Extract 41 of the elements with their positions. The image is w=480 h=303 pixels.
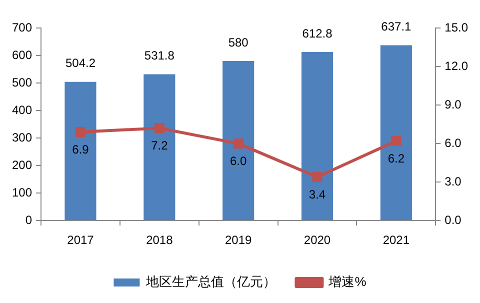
x-tick-label: 2017	[67, 233, 94, 248]
y-tick-label: 500	[12, 75, 32, 90]
bar	[380, 45, 412, 220]
data-label: 580	[228, 35, 249, 50]
x-tick-label: 2020	[304, 233, 331, 248]
y-tick-label: 200	[12, 158, 32, 172]
x-tick-label: 2018	[146, 233, 174, 248]
point	[312, 172, 322, 182]
data-label: 504.2	[65, 56, 96, 70]
y2-tick-label: 6.0	[444, 136, 462, 150]
point	[154, 123, 164, 134]
x-tick-label: 2021	[382, 233, 410, 248]
data-label: 612.8	[302, 26, 333, 40]
y2-tick-label: 9.0	[444, 97, 462, 112]
y-tick-label: 400	[12, 102, 32, 117]
bar	[64, 82, 96, 220]
point	[75, 126, 86, 138]
y2-tick-label: 0.0	[444, 212, 462, 227]
y2-tick-label: 3.0	[444, 174, 462, 188]
x-tick-label: 2019	[224, 233, 252, 248]
data-label: 6.0	[230, 154, 247, 168]
y-tick-label: 600	[12, 48, 32, 62]
y-tick-label: 100	[12, 185, 32, 200]
bar	[144, 74, 176, 220]
point	[233, 138, 244, 149]
data-label: 6.2	[388, 151, 405, 166]
legend-label: 地区生产总值（亿元）	[145, 274, 276, 290]
y-tick-label: 300	[12, 130, 32, 144]
data-label: 7.2	[151, 138, 168, 152]
data-label: 637.1	[381, 20, 412, 34]
y-tick-label: 0	[25, 212, 32, 227]
y2-tick-label: 12.0	[444, 58, 468, 73]
legend-label: 增速%	[328, 274, 367, 290]
y-tick-label: 700	[12, 20, 32, 34]
data-label: 6.9	[72, 142, 90, 156]
data-label: 3.4	[308, 187, 326, 202]
bar	[301, 52, 334, 220]
y2-tick-label: 15.0	[444, 20, 468, 34]
data-label: 531.8	[144, 48, 175, 63]
point	[391, 136, 402, 146]
bar	[222, 61, 254, 220]
